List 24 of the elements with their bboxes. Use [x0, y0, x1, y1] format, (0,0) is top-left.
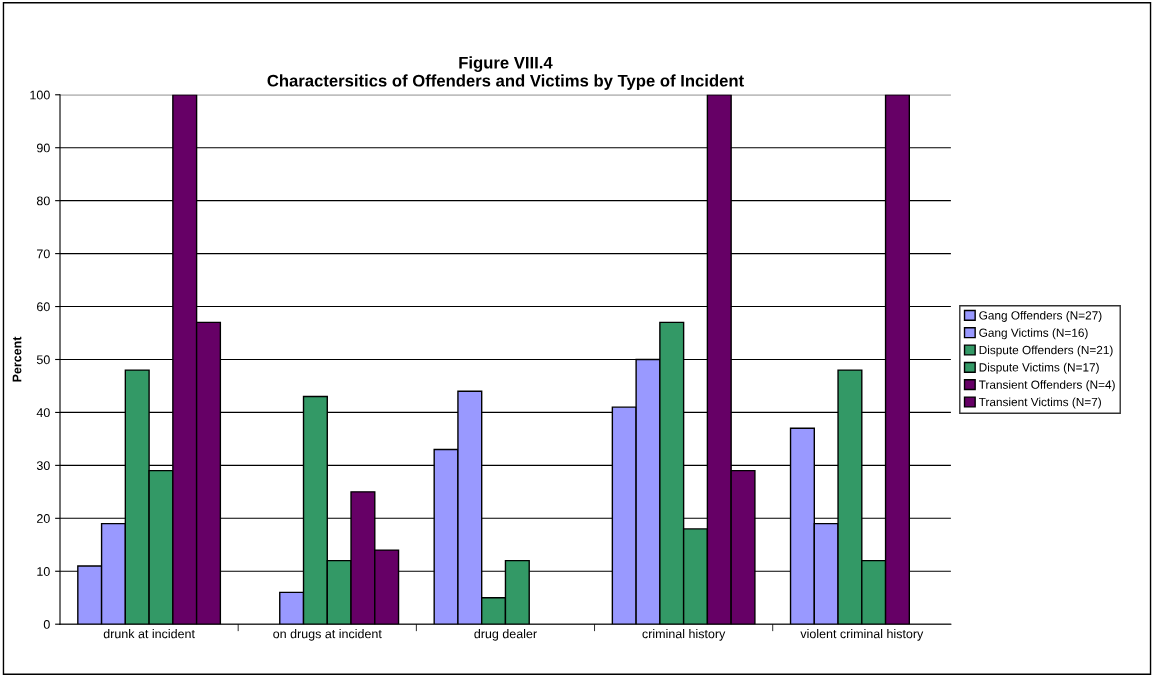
legend-label: Transient Offenders (N=4)	[978, 380, 1115, 392]
chart-title: Figure VIII.4 Charactersitics of Offenders and Victims by Type of Incident	[267, 56, 744, 90]
legend-label: Gang Offenders (N=27)	[979, 310, 1102, 322]
y-tick-label: 80	[36, 196, 50, 206]
legend-label: Dispute Offenders (N=21)	[979, 345, 1113, 357]
y-tick-label: 100	[30, 90, 50, 100]
x-tick-label: violent criminal history	[800, 629, 924, 641]
y-tick-label: 30	[36, 461, 50, 471]
y-tick-label: 70	[37, 249, 50, 259]
x-tick-label: drug dealer	[474, 629, 537, 641]
legend-label: Transient Victims (N=7)	[978, 397, 1101, 409]
y-tick-label: 60	[37, 302, 50, 312]
legend-label: Gang Victims (N=16)	[979, 328, 1088, 340]
x-tick-label: criminal history	[642, 629, 726, 641]
y-axis-title: Percent	[12, 336, 22, 382]
y-tick-label: 10	[37, 567, 50, 576]
x-tick-label: drunk at incident	[103, 629, 195, 639]
y-tick-label: 20	[37, 514, 50, 523]
y-tick-label: 50	[36, 355, 50, 365]
y-tick-label: 0	[43, 619, 50, 629]
x-tick-label: on drugs at incident	[273, 629, 382, 641]
y-tick-label: 40	[36, 408, 50, 418]
y-tick-label: 90	[36, 143, 50, 153]
legend-label: Dispute Victims (N=17)	[979, 362, 1099, 374]
